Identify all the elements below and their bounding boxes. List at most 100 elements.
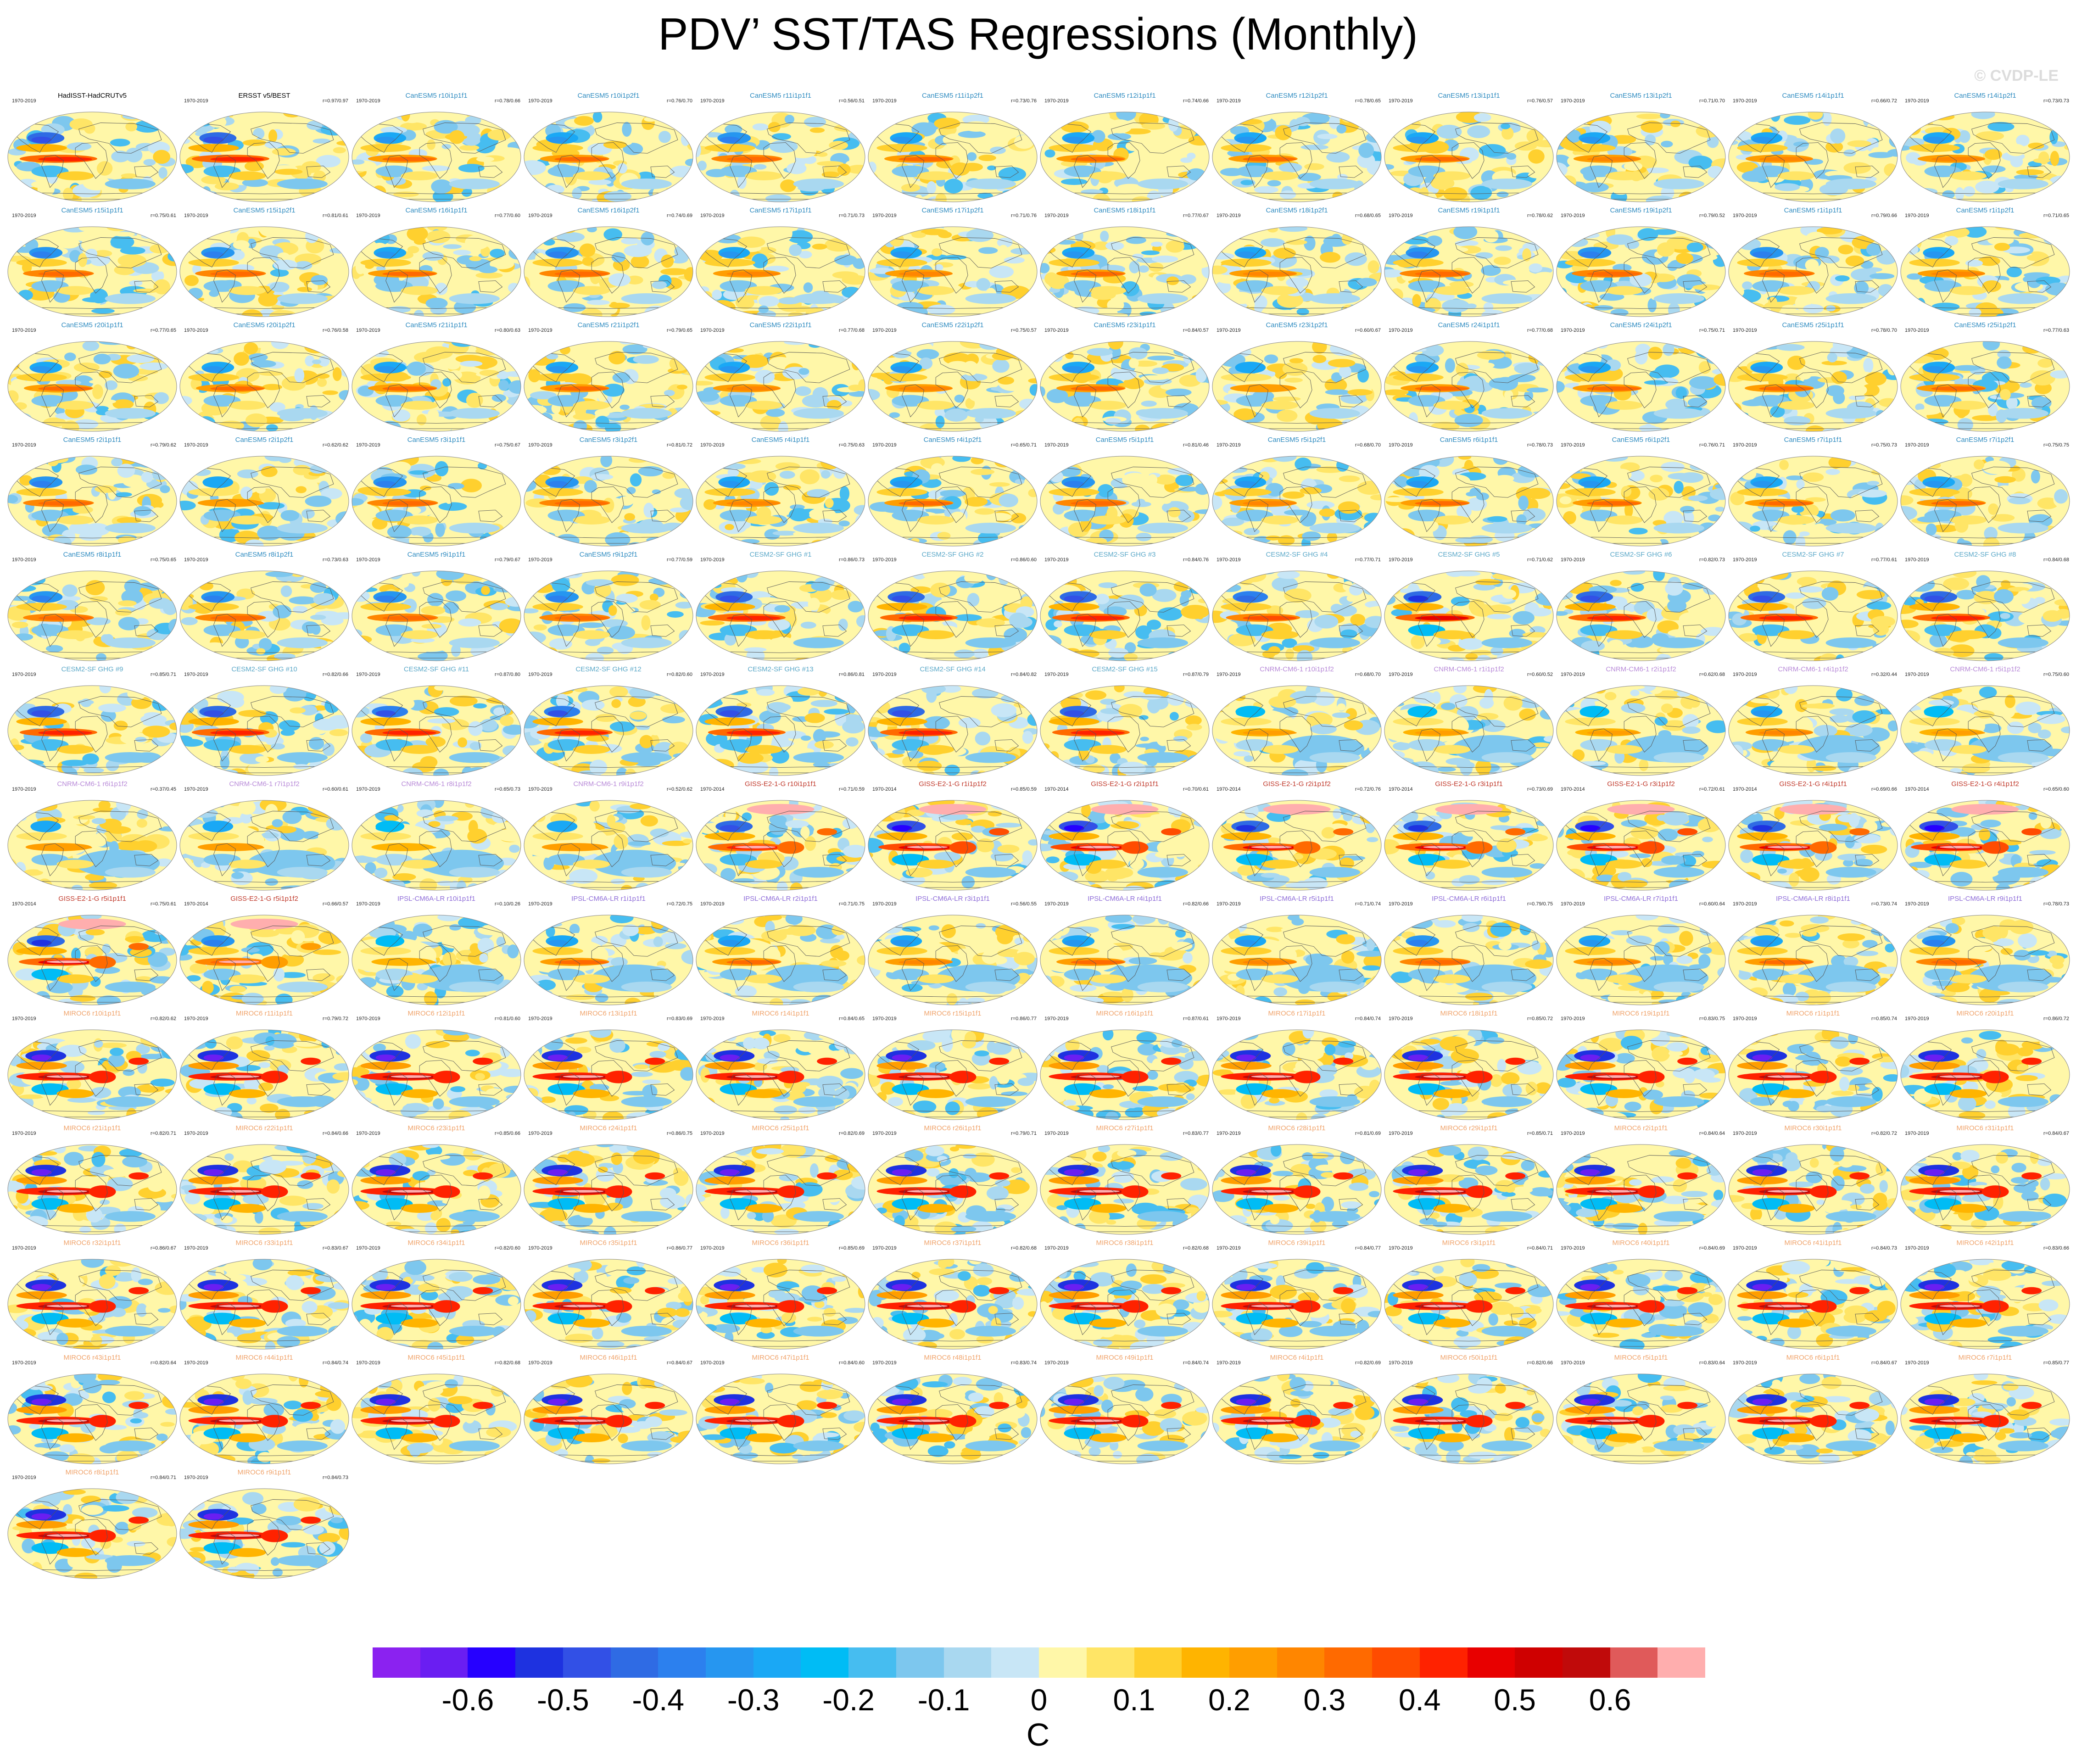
panel-correlation-label: r=0.81/0.46 [1183,442,1209,448]
panel-correlation-label: r=0.71/0.76 [1011,213,1037,218]
southern-ocean-anomaly [105,179,156,190]
tropical-pacific-core [1587,157,1641,162]
panel-title: CanESM5 r19i1p1f1 [1438,207,1500,214]
noise-patch [524,160,546,175]
noise-patch [967,593,980,607]
continent-outline [1796,142,1829,179]
noise-patch [737,175,747,189]
noise-patch [821,171,840,178]
noise-patch [99,341,127,345]
noise-patch [96,406,109,411]
noise-patch [1903,531,1916,545]
noise-patch [1394,528,1415,543]
regression-map [1728,341,1898,432]
map-border [7,226,177,317]
noise-patch [508,283,520,293]
noise-patch [152,112,173,119]
continent-outline [423,237,506,268]
noise-patch [1272,396,1301,402]
noise-patch [1730,458,1744,469]
noise-patch [1045,571,1071,577]
southeast-pacific-anomaly [1089,401,1127,410]
noise-patch [677,529,692,543]
noise-patch [1879,398,1897,407]
noise-patch [1532,193,1553,202]
noise-patch [352,579,362,590]
map-panel: 1970-2019 CanESM5 r3i1p1f1 r=0.75/0.67 [351,436,522,547]
noise-patch [1734,456,1760,467]
noise-patch [1514,141,1537,151]
noise-patch [66,308,84,317]
noise-patch [735,296,754,309]
panel-correlation-label: r=0.60/0.67 [1355,328,1381,333]
noise-patch [78,227,92,231]
panel-period-label: 1970-2019 [12,213,36,218]
noise-patch [1183,349,1194,364]
continent-outline [703,123,748,153]
southeast-pacific-anomaly [745,401,782,410]
noise-patch [443,244,462,249]
noise-patch [1557,287,1567,297]
panel-correlation-label: r=0.77/0.63 [2043,328,2069,333]
noise-patch [1833,391,1845,404]
noise-patch [2054,489,2068,504]
noise-patch [487,129,512,141]
noise-patch [2043,234,2064,245]
regression-map [696,112,865,202]
map-border [1212,226,1382,317]
noise-patch [95,485,117,493]
noise-patch [696,311,723,317]
map-border [868,112,1038,202]
panel-title: CanESM5 r16i1p1f1 [405,207,468,214]
noise-patch [789,244,802,257]
noise-patch [475,347,503,355]
noise-patch [1389,417,1409,425]
noise-patch [1487,516,1507,522]
noise-patch [1373,355,1381,362]
noise-patch [9,112,27,124]
noise-patch [1957,418,1974,431]
regression-map [696,570,865,661]
noise-patch [305,495,332,507]
map-border [1040,112,1210,202]
noise-patch [31,196,47,202]
southeast-pacific-anomaly [1777,171,1815,180]
noise-patch [2019,232,2043,239]
southern-ocean-anomaly [1653,523,1704,534]
noise-patch [1477,351,1505,360]
noise-patch [926,181,937,194]
southeast-pacific-anomaly [56,286,94,295]
noise-patch [2064,144,2070,150]
continent-outline [875,123,920,153]
noise-patch [1105,418,1121,425]
map-panel: 1970-2019 CanESM5 r2i1p1f1 r=0.79/0.62 [6,436,178,547]
noise-patch [1233,408,1256,420]
southeast-pacific-anomaly [229,630,266,639]
noise-patch [1275,125,1292,140]
noise-patch [2054,188,2065,202]
noise-patch [1188,422,1204,428]
continent-outline [875,238,920,268]
southeast-pacific-anomaly [1949,401,1987,410]
north-pacific-core [203,595,224,602]
noise-patch [898,309,908,316]
noise-patch [1058,539,1086,546]
panel-correlation-label: r=0.79/0.65 [667,328,692,333]
map-border [1900,112,2070,202]
noise-patch [448,370,463,380]
noise-patch [1686,242,1703,252]
southeast-pacific-anomaly [1089,171,1127,180]
pacific-warm-band [532,603,583,611]
noise-patch [616,593,638,603]
noise-patch [17,195,26,202]
southeast-pacific-anomaly [917,401,954,410]
regression-map [7,456,177,547]
pacific-warm-band [1737,258,1788,267]
noise-patch [316,155,341,167]
noise-patch [1050,112,1076,116]
noise-patch [1874,526,1897,540]
noise-patch [769,140,798,153]
continent-outline [530,238,575,268]
pacific-warm-band [704,258,755,267]
noise-patch [1166,276,1179,285]
